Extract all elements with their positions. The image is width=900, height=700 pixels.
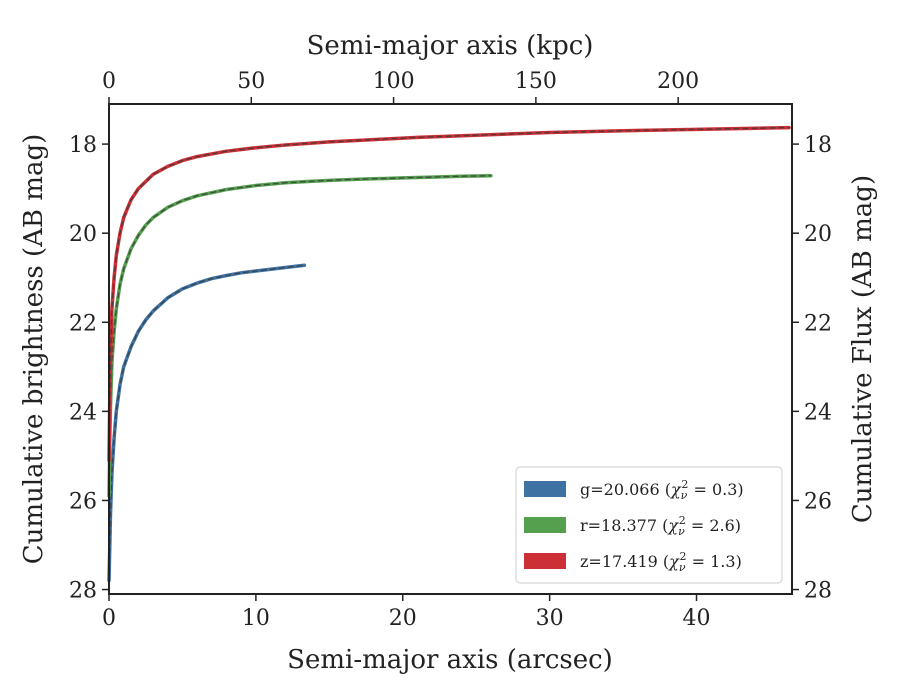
x2-tick-label: 150 [515,69,557,94]
y-tick-label: 26 [69,489,97,514]
axis-ticks: 0 10 20 30 40 0 50 100 150 200 18 18 20 20 22 22 24 24 26 2… [69,69,832,631]
x-axis-title: Semi-major axis (arcsec) [287,645,613,675]
series-model-line-2 [108,126,790,461]
series-model-line-0 [108,264,305,581]
y2-axis-title: Cumulative Flux (AB mag) [848,175,878,523]
legend-entries: g=20.066 (χν2 = 0.3) r=18.377 (χν2 = 2.6)… [524,478,744,574]
legend-swatch-0 [524,481,566,497]
legend-swatch-2 [524,553,566,569]
legend: g=20.066 (χν2 = 0.3) r=18.377 (χν2 = 2.6)… [515,466,783,584]
y2-tick-label: 18 [804,133,832,158]
y2-tick-label: 28 [804,579,832,604]
y2-tick-label: 20 [804,222,832,247]
x2-tick-label: 50 [237,69,265,94]
legend-label-1: r=18.377 (χν2 = 2.6) [580,514,741,538]
x-tick-label: 30 [536,606,564,631]
series-line-0 [107,263,307,583]
y-tick-label: 18 [69,133,97,158]
legend-label-2: z=17.419 (χν2 = 1.3) [580,550,742,574]
x-tick-label: 40 [683,606,711,631]
x2-tick-label: 0 [102,69,116,94]
y2-tick-label: 22 [804,311,832,336]
series-model-line-1 [108,175,491,497]
series-line-1 [107,173,493,498]
x-tick-label: 20 [389,606,417,631]
plot-frame [108,103,793,595]
legend-label-0: g=20.066 (χν2 = 0.3) [580,478,744,502]
y2-tick-label: 24 [804,400,832,425]
y2-tick-label: 26 [804,489,832,514]
x2-tick-label: 100 [373,69,415,94]
legend-swatch-1 [524,517,566,533]
x-tick-label: 10 [242,606,270,631]
x2-axis-title: Semi-major axis (kpc) [307,31,594,61]
x2-tick-label: 200 [657,69,699,94]
y-tick-label: 28 [69,579,97,604]
y-axis-title: Cumulative brightness (AB mag) [19,134,49,565]
y-tick-label: 24 [69,400,97,425]
y-tick-label: 20 [69,222,97,247]
series-lines [107,125,791,583]
x-tick-label: 0 [102,606,116,631]
y-tick-label: 22 [69,311,97,336]
legend-frame [515,466,783,584]
